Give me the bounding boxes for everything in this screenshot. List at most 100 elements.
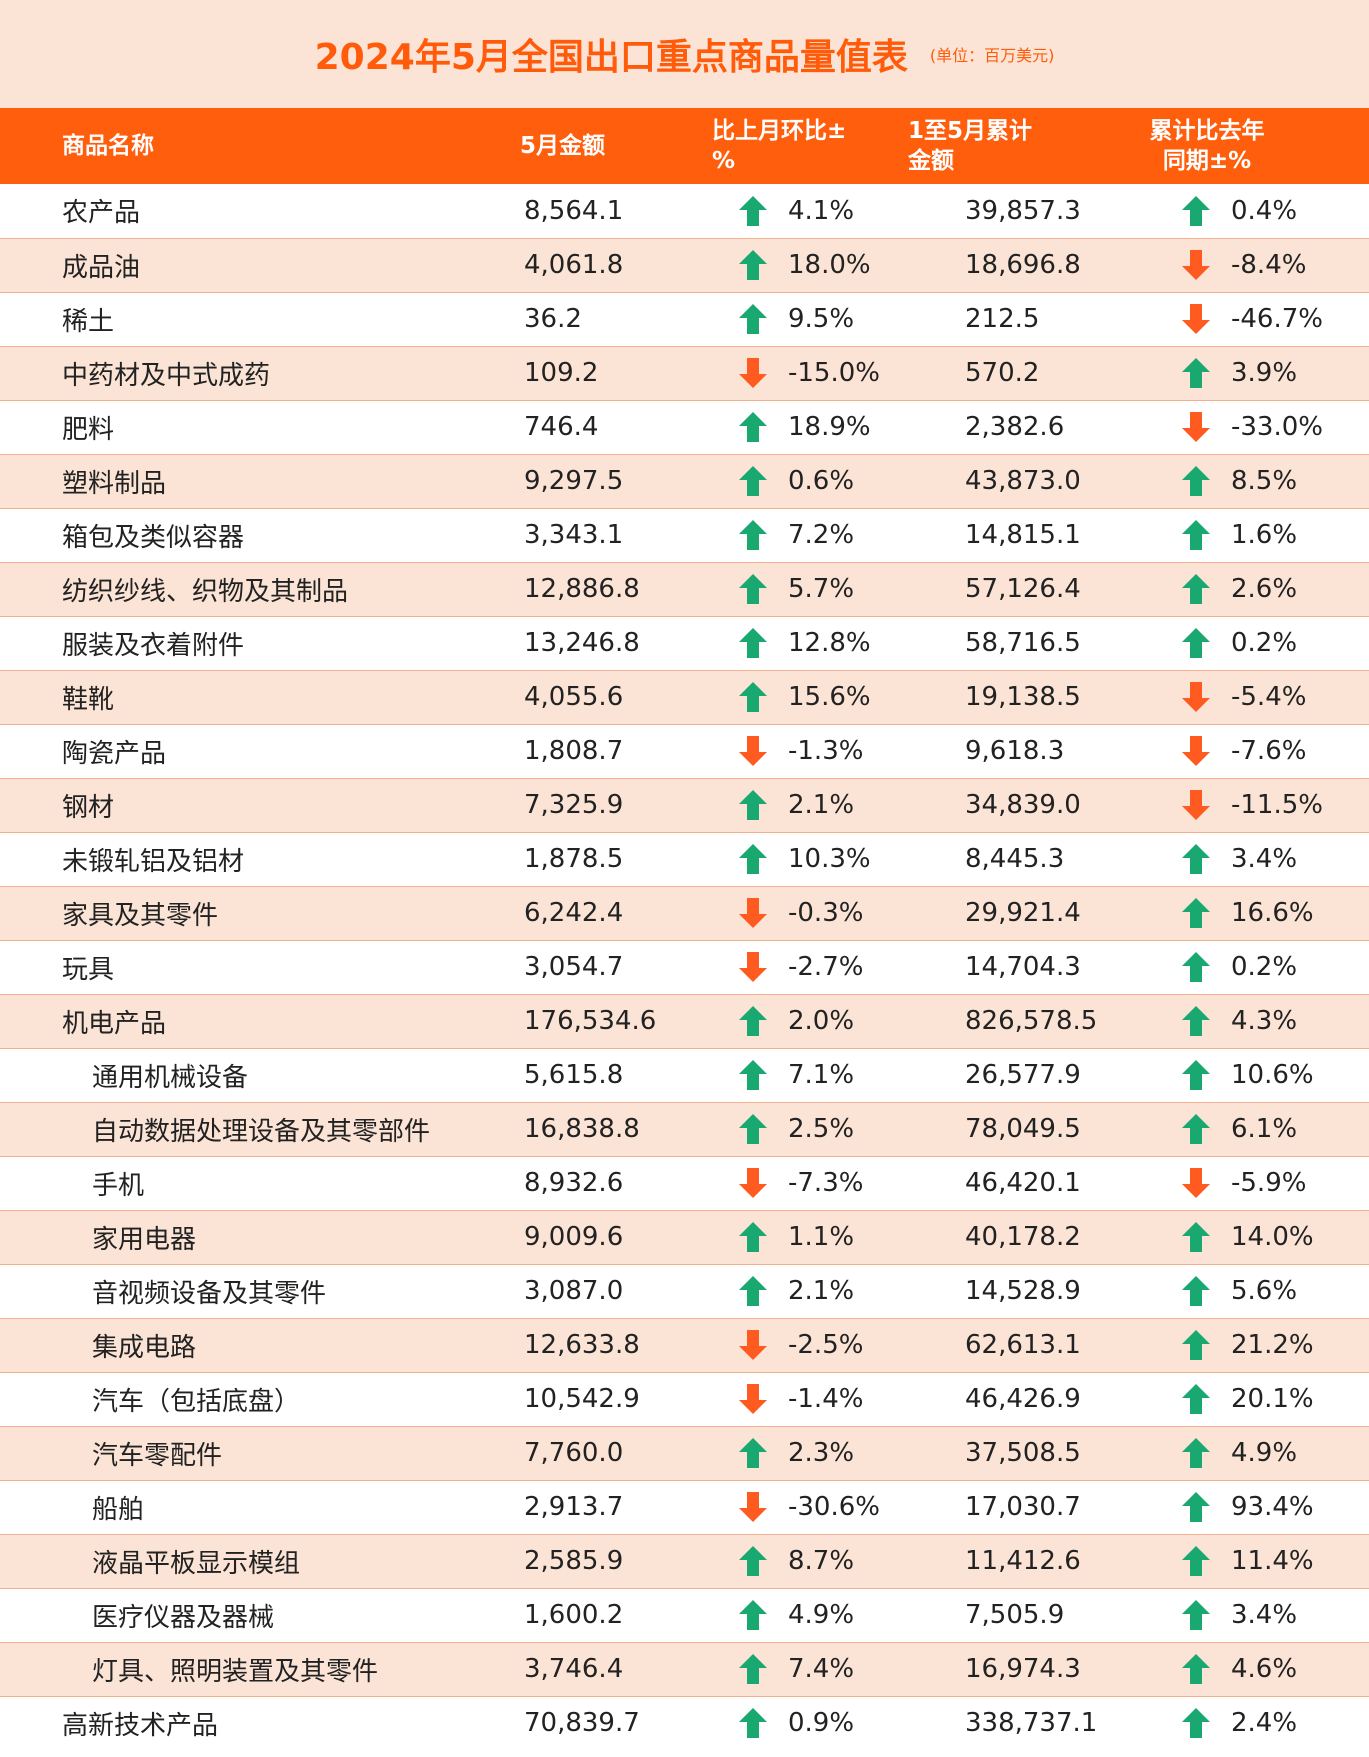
unit-label: (单位：百万美元) [929,46,1055,65]
yoy-up-arrow-icon [1181,843,1211,875]
yoy-value: 0.2% [1231,952,1298,982]
cell-may-amount: 3,054.7 [524,952,624,982]
cell-mom: 9.5% [655,292,868,346]
header-ytd-amount: 1至5月累计金额 [908,118,1033,174]
cell-name: 灯具、照明装置及其零件 [92,1656,379,1687]
cell-mom: -0.3% [655,886,868,940]
cell-yoy: 0.4% [1053,184,1369,238]
mom-up-arrow-icon [738,249,768,281]
cell-mom: 12.8% [655,616,871,670]
mom-value: 18.9% [788,412,871,442]
table-row: 服装及衣着附件 13,246.8 12.8% 58,716.5 0.2% [0,616,1369,670]
cell-mom: 4.9% [655,1588,868,1642]
mom-value: 2.5% [788,1114,855,1144]
cell-ytd-amount: 2,382.6 [965,412,1065,442]
cell-name: 塑料制品 [62,468,167,499]
yoy-value: 2.6% [1231,574,1298,604]
cell-may-amount: 746.4 [524,412,599,442]
cell-yoy: 5.6% [1053,1264,1369,1318]
yoy-up-arrow-icon [1181,573,1211,605]
header-yoy-line2: 同期±% [1162,148,1252,174]
yoy-up-arrow-icon [1181,897,1211,929]
mom-down-arrow-icon [738,1383,768,1415]
yoy-value: 4.9% [1231,1438,1298,1468]
mom-value: 1.1% [788,1222,855,1252]
mom-up-arrow-icon [738,789,768,821]
cell-mom: 0.9% [655,1696,868,1750]
cell-ytd-amount: 29,921.4 [965,898,1081,928]
cell-name: 家具及其零件 [62,900,219,931]
mom-value: 9.5% [788,304,855,334]
cell-mom: -1.4% [655,1372,868,1426]
mom-value: 10.3% [788,844,871,874]
mom-value: 2.0% [788,1006,855,1036]
cell-name: 自动数据处理设备及其零部件 [92,1116,431,1147]
cell-name: 集成电路 [92,1332,197,1363]
cell-mom: 5.7% [655,562,868,616]
yoy-value: 8.5% [1231,466,1298,496]
cell-may-amount: 3,343.1 [524,520,624,550]
cell-mom: -30.6% [655,1480,880,1534]
mom-up-arrow-icon [738,1113,768,1145]
cell-ytd-amount: 62,613.1 [965,1330,1081,1360]
mom-up-arrow-icon [738,1059,768,1091]
mom-up-arrow-icon [738,1437,768,1469]
cell-mom: 2.1% [655,1264,868,1318]
cell-name: 音视频设备及其零件 [92,1278,327,1309]
cell-ytd-amount: 46,420.1 [965,1168,1081,1198]
table-row: 稀土 36.2 9.5% 212.5 -46.7% [0,292,1369,346]
cell-ytd-amount: 58,716.5 [965,628,1081,658]
yoy-value: 16.6% [1231,898,1314,928]
cell-mom: 2.0% [655,994,868,1048]
cell-may-amount: 109.2 [524,358,599,388]
yoy-value: 14.0% [1231,1222,1314,1252]
yoy-value: 5.6% [1231,1276,1298,1306]
cell-ytd-amount: 43,873.0 [965,466,1081,496]
yoy-value: 4.6% [1231,1654,1298,1684]
mom-up-arrow-icon [738,1599,768,1631]
cell-ytd-amount: 11,412.6 [965,1546,1081,1576]
yoy-up-arrow-icon [1181,1491,1211,1523]
yoy-value: 11.4% [1231,1546,1314,1576]
cell-ytd-amount: 78,049.5 [965,1114,1081,1144]
table-row: 玩具 3,054.7 -2.7% 14,704.3 0.2% [0,940,1369,994]
cell-ytd-amount: 14,815.1 [965,520,1081,550]
cell-name: 高新技术产品 [62,1710,219,1741]
yoy-up-arrow-icon [1181,1059,1211,1091]
yoy-down-arrow-icon [1181,249,1211,281]
mom-value: 12.8% [788,628,871,658]
title-row: 2024年5月全国出口重点商品量值表 (单位：百万美元) [0,28,1369,80]
yoy-value: 21.2% [1231,1330,1314,1360]
cell-may-amount: 7,760.0 [524,1438,624,1468]
yoy-up-arrow-icon [1181,1329,1211,1361]
yoy-value: 1.6% [1231,520,1298,550]
cell-yoy: 0.2% [1053,940,1369,994]
mom-value: 4.9% [788,1600,855,1630]
table-row: 钢材 7,325.9 2.1% 34,839.0 -11.5% [0,778,1369,832]
cell-may-amount: 9,297.5 [524,466,624,496]
table-row: 未锻轧铝及铝材 1,878.5 10.3% 8,445.3 3.4% [0,832,1369,886]
mom-value: 5.7% [788,574,855,604]
cell-yoy: 11.4% [1053,1534,1369,1588]
header-yoy: 累计比去年 同期±% [1053,108,1369,184]
cell-may-amount: 4,061.8 [524,250,624,280]
yoy-value: 3.4% [1231,844,1298,874]
cell-yoy: 10.6% [1053,1048,1369,1102]
yoy-up-arrow-icon [1181,1545,1211,1577]
mom-value: 2.3% [788,1438,855,1468]
cell-may-amount: 16,838.8 [524,1114,640,1144]
yoy-up-arrow-icon [1181,1113,1211,1145]
cell-mom: 18.9% [655,400,871,454]
cell-may-amount: 12,633.8 [524,1330,640,1360]
table-row: 医疗仪器及器械 1,600.2 4.9% 7,505.9 3.4% [0,1588,1369,1642]
cell-ytd-amount: 37,508.5 [965,1438,1081,1468]
export-table: 商品名称 5月金额 比上月环比±% 1至5月累计金额 累计比去年 同期±% 农产… [0,108,1369,1750]
mom-down-arrow-icon [738,1167,768,1199]
table-row: 成品油 4,061.8 18.0% 18,696.8 -8.4% [0,238,1369,292]
yoy-value: -7.6% [1231,736,1307,766]
cell-name: 鞋靴 [62,684,115,715]
cell-may-amount: 3,087.0 [524,1276,624,1306]
header-may-amount: 5月金额 [520,133,606,159]
yoy-value: 0.4% [1231,195,1298,226]
mom-value: 18.0% [788,250,871,280]
